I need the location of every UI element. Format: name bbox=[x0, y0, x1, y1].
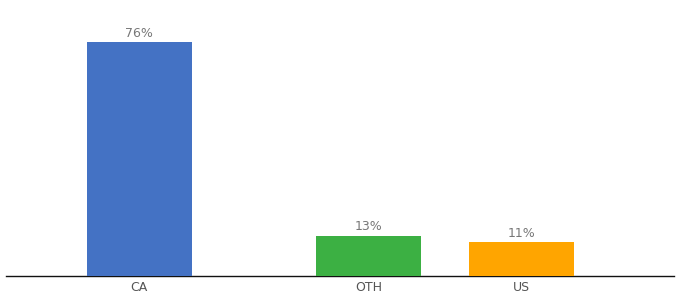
Text: 76%: 76% bbox=[125, 27, 153, 40]
Bar bbox=[316, 236, 421, 276]
Bar bbox=[87, 42, 192, 276]
Text: 11%: 11% bbox=[508, 226, 535, 240]
Bar bbox=[469, 242, 574, 276]
Text: 13%: 13% bbox=[355, 220, 383, 233]
